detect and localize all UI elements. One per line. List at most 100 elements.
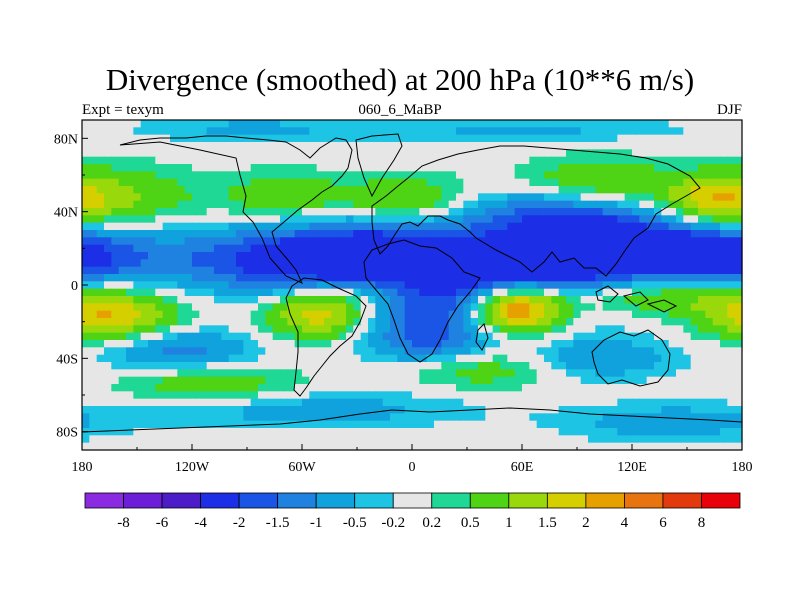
field-cell [126, 244, 134, 253]
field-cell [566, 274, 574, 282]
field-cell [595, 281, 604, 290]
field-cell [280, 420, 288, 429]
field-cell [192, 406, 200, 414]
field-cell [624, 442, 633, 451]
field-cell [265, 193, 274, 202]
field-cell [360, 171, 369, 180]
field-cell [617, 296, 626, 304]
field-cell [199, 134, 208, 143]
field-cell [580, 362, 589, 370]
field-cell [500, 325, 508, 334]
field-cell [368, 244, 376, 253]
field-cell [104, 325, 112, 334]
field-cell [514, 435, 523, 444]
field-cell [390, 428, 398, 436]
field-cell [294, 303, 303, 312]
coastline-madagascar [475, 323, 489, 351]
field-cell [617, 266, 626, 275]
field-cell [727, 178, 736, 187]
field-cell [170, 340, 178, 348]
field-cell [500, 310, 508, 319]
field-cell [96, 186, 105, 194]
field-cell [595, 149, 604, 158]
field-cell [155, 398, 164, 407]
field-cell [617, 420, 626, 429]
field-cell [463, 369, 472, 378]
field-cell [588, 318, 596, 326]
field-cell [485, 244, 494, 253]
field-cell [690, 208, 699, 216]
field-cell [214, 420, 222, 429]
field-cell [184, 332, 193, 341]
field-cell [316, 149, 325, 158]
field-cell [426, 281, 435, 290]
field-cell [485, 274, 494, 282]
field-cell [492, 244, 501, 253]
field-cell [661, 398, 670, 407]
field-cell [360, 340, 369, 348]
field-cell [206, 252, 215, 260]
field-cell [463, 127, 472, 136]
field-cell [419, 281, 428, 290]
field-cell [595, 420, 604, 429]
field-cell [646, 230, 655, 238]
field-cell [544, 340, 552, 348]
field-cell [676, 208, 684, 216]
colorbar-swatch [200, 492, 240, 509]
field-cell [243, 398, 252, 407]
field-cell [698, 142, 706, 150]
field-cell [566, 120, 574, 128]
field-cell [375, 442, 384, 451]
field-cell [617, 230, 626, 238]
field-cell [287, 156, 296, 165]
field-cell [456, 252, 464, 260]
field-cell [492, 362, 501, 370]
field-cell [331, 398, 340, 407]
field-cell [478, 186, 486, 194]
field-cell [331, 340, 340, 348]
field-cell [514, 215, 523, 224]
field-cell [368, 274, 376, 282]
field-cell [375, 149, 384, 158]
field-cell [258, 244, 266, 253]
field-cell [104, 237, 112, 246]
field-cell [126, 237, 134, 246]
field-cell [478, 325, 486, 334]
field-cell [199, 208, 208, 216]
field-cell [96, 428, 105, 436]
field-cell [258, 171, 266, 180]
field-cell [448, 296, 457, 304]
field-cell [514, 391, 523, 400]
field-cell [500, 303, 508, 312]
field-cell [580, 340, 589, 348]
field-cell [676, 274, 684, 282]
field-cell [624, 369, 633, 378]
field-cell [280, 281, 288, 290]
field-cell [610, 266, 618, 275]
field-cell [551, 406, 560, 414]
field-cell [280, 244, 288, 253]
field-cell [676, 149, 684, 158]
field-cell [316, 120, 325, 128]
field-cell [82, 149, 90, 158]
field-cell [441, 420, 450, 429]
field-cell [214, 384, 222, 392]
field-cell [646, 391, 655, 400]
field-cell [309, 281, 318, 290]
field-cell [331, 296, 340, 304]
field-cell [206, 120, 215, 128]
field-cell [338, 281, 347, 290]
field-cell [456, 178, 464, 187]
field-cell [646, 384, 655, 392]
field-cell [294, 413, 303, 422]
field-cell [478, 391, 486, 400]
field-cell [155, 222, 164, 231]
field-cell [683, 332, 692, 341]
field-cell [522, 200, 530, 209]
field-cell [624, 222, 633, 231]
field-cell [551, 237, 560, 246]
field-cell [456, 318, 464, 326]
field-cell [566, 252, 574, 260]
field-cell [382, 318, 391, 326]
field-cell [566, 420, 574, 429]
